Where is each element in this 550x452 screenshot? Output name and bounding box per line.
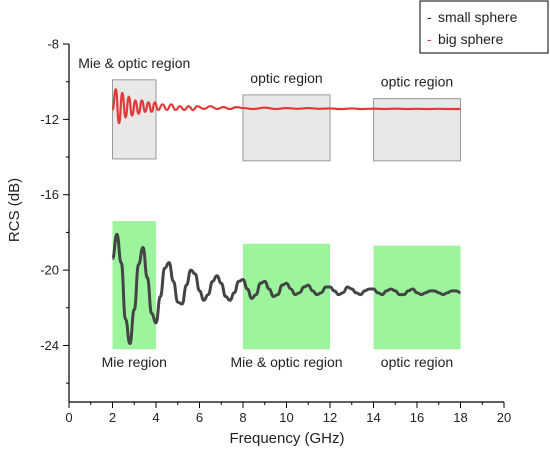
legend-marker-big-sphere: - <box>427 31 432 47</box>
y-tick-label-4: -24 <box>40 338 59 353</box>
series-line-big-sphere <box>111 88 461 125</box>
series-line-small-sphere <box>111 232 461 346</box>
region-box-4 <box>243 243 330 350</box>
region-label-2: optic region <box>381 74 453 90</box>
y-tick-label-3: -20 <box>40 263 59 278</box>
region-label-4: Mie & optic region <box>230 354 342 370</box>
legend-label-small-sphere: small sphere <box>438 9 518 25</box>
x-tick-label-10: 20 <box>497 410 511 425</box>
x-tick-label-8: 16 <box>410 410 424 425</box>
x-tick-label-5: 10 <box>279 410 293 425</box>
region-annotations: Mie & optic region optic region optic regi… <box>78 55 453 370</box>
y-tick-label-1: -12 <box>40 112 59 127</box>
legend-box <box>419 0 549 54</box>
y-tick-label-0: -8 <box>47 37 59 52</box>
legend: - small sphere - big sphere <box>419 0 549 54</box>
y-axis-title: RCS (dB) <box>6 178 23 242</box>
x-tick-label-2: 4 <box>152 410 159 425</box>
x-tick-label-9: 18 <box>453 410 467 425</box>
region-label-0: Mie & optic region <box>78 55 190 71</box>
region-label-5: optic region <box>381 354 453 370</box>
region-boxes <box>112 79 461 350</box>
region-label-3: Mie region <box>102 354 167 370</box>
series-lines <box>111 88 461 346</box>
region-box-5 <box>373 245 461 350</box>
x-tick-label-4: 8 <box>239 410 246 425</box>
legend-marker-small-sphere: - <box>427 9 432 25</box>
legend-label-big-sphere: big sphere <box>438 31 504 47</box>
region-box-1 <box>242 94 331 162</box>
axes: 0 2 4 6 8 10 12 14 16 18 20 -8 -12 -16 -20 -24 <box>40 37 511 426</box>
x-tick-label-0: 0 <box>65 410 72 425</box>
y-tick-label-2: -16 <box>40 187 59 202</box>
x-tick-label-7: 14 <box>366 410 380 425</box>
x-tick-label-1: 2 <box>109 410 116 425</box>
x-tick-label-3: 6 <box>196 410 203 425</box>
x-tick-label-6: 12 <box>323 410 337 425</box>
region-label-1: optic region <box>250 70 322 86</box>
x-axis-title: Frequency (GHz) <box>229 430 344 447</box>
